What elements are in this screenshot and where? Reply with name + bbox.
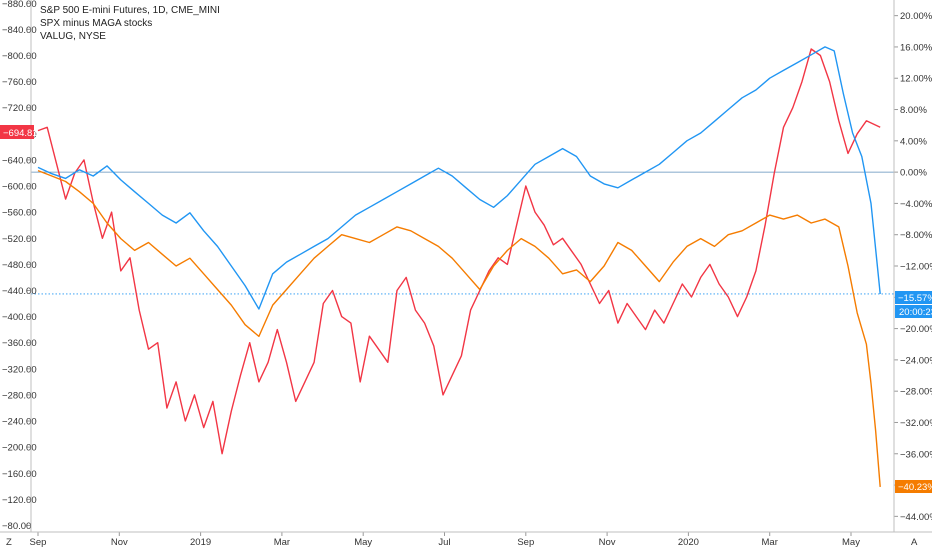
x-axis: Sep Nov 2019 Mar May Jul Sep Nov 2020 Mar May (30, 532, 860, 548)
orange-pct-badge-text: −40.23% (898, 482, 932, 493)
left-tick-label: −800.00 (2, 51, 37, 62)
corner-controls: Z A (6, 537, 918, 548)
left-tick-label: −120.00 (2, 495, 37, 506)
x-tick-label: Jul (438, 537, 450, 548)
right-tick-label: −32.00% (900, 418, 932, 429)
orange-pct-badge (895, 480, 932, 493)
left-tick-label: −880.00 (2, 0, 37, 10)
right-tick-label: 0.00% (900, 168, 927, 179)
right-tick-label: −4.00% (900, 199, 932, 210)
x-tick-label: 2020 (678, 537, 699, 548)
x-tick-label: Mar (762, 537, 778, 548)
x-tick-label: Nov (111, 537, 128, 548)
left-tick-label: −320.00 (2, 364, 37, 375)
series-line-1[interactable] (37, 46, 881, 310)
right-tick-label: −36.00% (900, 449, 932, 460)
left-tick-label: −520.00 (2, 234, 37, 245)
right-tick-label: 16.00% (900, 42, 932, 53)
x-tick-label: Sep (30, 537, 47, 548)
legend-line-3[interactable]: VALUG, NYSE (40, 31, 106, 42)
left-tick-label: −240.00 (2, 417, 37, 428)
countdown-badge (895, 305, 932, 318)
blue-pct-badge (895, 291, 932, 304)
legend-line-1[interactable]: S&P 500 E-mini Futures, 1D, CME_MINI (40, 5, 220, 16)
left-tick-label: −840.00 (2, 25, 37, 36)
left-tick-label: −760.00 (2, 77, 37, 88)
blue-pct-badge-text: −15.57% (898, 293, 932, 304)
left-tick-label: −360.00 (2, 338, 37, 349)
right-tick-label: −28.00% (900, 387, 932, 398)
legend-line-2[interactable]: SPX minus MAGA stocks (40, 18, 152, 29)
x-tick-label: Mar (274, 537, 290, 548)
right-tick-label: −8.00% (900, 230, 932, 241)
left-tick-label: −440.00 (2, 286, 37, 297)
left-tick-label: −400.00 (2, 312, 37, 323)
legend: S&P 500 E-mini Futures, 1D, CME_MINI SPX… (40, 5, 220, 42)
right-tick-label: 20.00% (900, 11, 932, 22)
x-tick-label: Sep (517, 537, 534, 548)
left-tick-label: −640.00 (2, 155, 37, 166)
es-last-badge (0, 125, 34, 139)
x-tick-label: May (842, 537, 860, 548)
right-tick-label: 4.00% (900, 136, 927, 147)
x-tick-label: May (354, 537, 372, 548)
left-tick-label: −600.00 (2, 182, 37, 193)
countdown-badge-text: 20:00:23 (899, 307, 932, 318)
price-badges: −694.81 −15.57% 20:00:23 −40.23% (0, 125, 932, 493)
right-tick-label: −20.00% (900, 324, 932, 335)
zoom-reset-icon[interactable]: Z (6, 537, 12, 548)
series-line-0[interactable] (37, 48, 881, 455)
chart-grid (31, 171, 894, 295)
series-line-2[interactable] (37, 169, 881, 487)
x-tick-label: Nov (599, 537, 616, 548)
left-tick-label: −480.00 (2, 260, 37, 271)
left-tick-label: −720.00 (2, 103, 37, 114)
auto-scale-icon[interactable]: A (911, 537, 918, 548)
left-axis[interactable]: −880.00−840.00−800.00−760.00−720.00−680.… (2, 0, 37, 532)
left-tick-label: −560.00 (2, 208, 37, 219)
left-tick-label: −160.00 (2, 469, 37, 480)
right-tick-label: −24.00% (900, 355, 932, 366)
right-tick-label: −44.00% (900, 512, 932, 523)
left-tick-label: −80.00 (2, 521, 31, 532)
right-tick-label: 8.00% (900, 105, 927, 116)
x-tick-label: 2019 (190, 537, 211, 548)
right-tick-label: −12.00% (900, 262, 932, 273)
left-tick-label: −280.00 (2, 390, 37, 401)
left-tick-label: −200.00 (2, 443, 37, 454)
es-last-badge-text: −694.81 (3, 128, 38, 139)
right-tick-label: 12.00% (900, 74, 932, 85)
chart-series-group (37, 46, 881, 487)
